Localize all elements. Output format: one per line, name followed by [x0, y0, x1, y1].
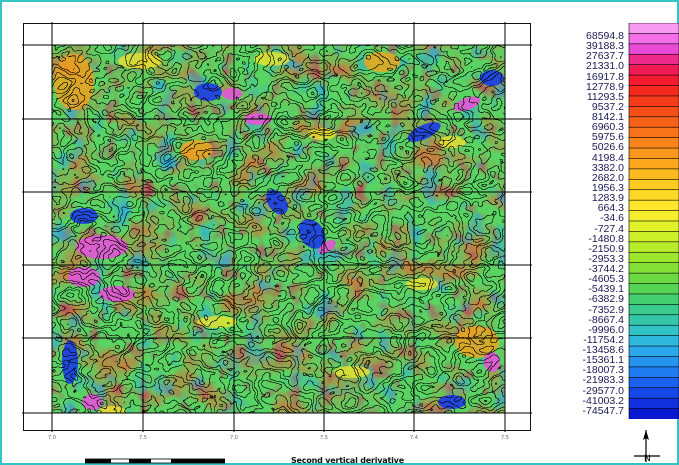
legend-swatch — [628, 377, 679, 389]
legend-swatch — [628, 74, 679, 87]
legend-value: 3382.0 — [591, 161, 624, 174]
legend-value: -13458.6 — [582, 344, 624, 357]
legend-swatch — [628, 137, 679, 149]
legend-swatch — [628, 408, 679, 419]
legend-value: -9996.0 — [588, 323, 624, 336]
legend-value: 664.3 — [597, 202, 624, 215]
legend-value: 5975.6 — [591, 131, 624, 144]
legend-value: 39188.3 — [586, 40, 624, 53]
legend-value: -41003.2 — [582, 394, 624, 407]
map-panel — [22, 22, 532, 432]
legend-swatch — [628, 189, 679, 201]
legend-swatch — [628, 179, 679, 191]
legend-swatch — [628, 199, 679, 212]
legend-value: -34.6 — [600, 212, 624, 225]
legend-value: -74547.7 — [582, 404, 624, 417]
legend-swatch — [628, 95, 679, 108]
legend-value-list: 68594.8 39188.3 27637.7 21331.0 16917.8 12778… — [542, 30, 624, 417]
legend-value: 27637.7 — [586, 50, 624, 63]
legend-swatch — [628, 23, 679, 35]
scale-bar — [85, 458, 225, 464]
legend-swatch — [628, 293, 679, 306]
legend-swatch — [628, 366, 679, 379]
legend-swatch — [628, 314, 679, 326]
legend-value: 1956.3 — [591, 181, 624, 194]
legend-swatch — [628, 210, 679, 222]
legend-swatch — [628, 345, 679, 358]
legend-value: -2150.9 — [588, 242, 624, 255]
legend-value: -18007.3 — [582, 364, 624, 377]
legend-value: 11293.5 — [586, 90, 624, 103]
legend-value: 16917.8 — [586, 70, 624, 83]
map-caption: Second vertical derivative — [291, 456, 404, 465]
legend-value: -8667.4 — [588, 313, 624, 326]
legend-value: 21331.0 — [586, 60, 624, 73]
legend-swatch — [628, 387, 679, 399]
legend-swatch — [628, 335, 679, 347]
legend-value: -21983.3 — [582, 374, 624, 387]
legend-swatch — [628, 397, 679, 410]
legend-value: 68594.8 — [586, 30, 624, 42]
legend-value: -15361.1 — [582, 354, 624, 367]
legend-swatch — [628, 241, 679, 253]
svg-text:N: N — [644, 454, 651, 464]
x-tick-label: 7.5 — [320, 435, 328, 441]
legend-value: 6960.3 — [591, 121, 624, 134]
legend-swatch — [628, 168, 679, 181]
legend-value: 12778.9 — [586, 80, 624, 93]
anomaly-raster — [52, 45, 505, 413]
x-tick-label: 7.4 — [410, 435, 418, 441]
x-tick-label: 7.0 — [48, 435, 56, 441]
x-tick-label: 7.5 — [139, 435, 147, 441]
legend-swatch — [628, 356, 679, 368]
map-grid — [22, 22, 532, 432]
legend-value: -2953.3 — [588, 252, 624, 265]
legend-swatch — [628, 304, 679, 316]
anomaly-map — [22, 22, 532, 432]
legend-value: -7352.9 — [588, 303, 624, 316]
legend-value: -4605.3 — [588, 273, 624, 286]
legend-swatch — [628, 262, 679, 274]
legend-swatch — [628, 251, 679, 264]
x-tick-label: 7.0 — [230, 435, 238, 441]
legend-value: 8142.1 — [591, 111, 624, 124]
legend-swatch — [628, 116, 679, 128]
legend-value: -5439.1 — [588, 283, 624, 296]
legend-swatch — [628, 126, 679, 139]
legend-swatch — [628, 33, 679, 45]
legend-swatch — [628, 231, 679, 243]
legend-swatch — [628, 220, 679, 233]
legend-swatch — [628, 64, 679, 76]
legend-value: 4198.4 — [591, 151, 624, 164]
north-arrow-icon: N — [634, 430, 660, 464]
legend-value: 9537.2 — [591, 100, 624, 113]
legend-value: -11754.2 — [583, 333, 624, 346]
legend-swatch — [628, 85, 679, 97]
legend-swatch — [628, 158, 679, 170]
legend-swatch — [628, 272, 679, 285]
legend-swatch — [628, 43, 679, 55]
legend-swatch — [628, 53, 679, 66]
legend-value: -29577.0 — [582, 384, 624, 397]
legend-value: -6382.9 — [588, 293, 624, 306]
legend-swatch — [628, 147, 679, 160]
legend-value: -3744.2 — [588, 263, 624, 276]
legend-swatch — [628, 106, 679, 118]
legend-value: 5026.6 — [591, 141, 624, 154]
legend-value: -727.4 — [594, 222, 624, 235]
legend-swatch — [628, 283, 679, 295]
legend-swatch — [628, 324, 679, 337]
legend-value: 2682.0 — [591, 171, 624, 184]
color-scale-legend — [628, 23, 679, 419]
legend-value: -1480.8 — [588, 232, 624, 245]
x-tick-label: 7.5 — [501, 435, 509, 441]
legend-value: 1283.9 — [591, 192, 624, 205]
